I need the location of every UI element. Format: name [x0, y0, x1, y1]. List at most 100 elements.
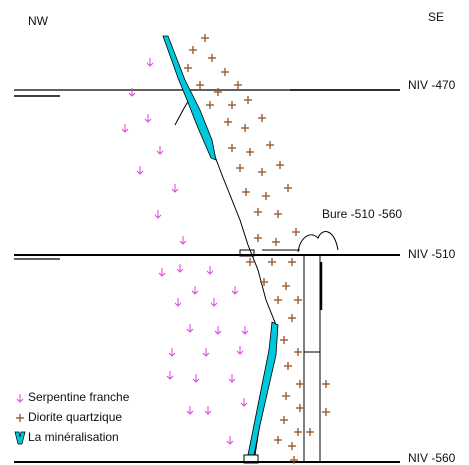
- diorite-symbol: [214, 88, 222, 96]
- diorite-symbol: [322, 380, 330, 388]
- diorite-symbol: [280, 336, 288, 344]
- diorite-symbol: [241, 124, 249, 132]
- legend-label-serpentine: Serpentine franche: [28, 390, 130, 404]
- diorite-symbol: [258, 114, 266, 122]
- serpentine-symbol: [186, 406, 194, 415]
- diorite-symbol: [322, 408, 330, 416]
- serpentine-symbol: [171, 184, 179, 193]
- legend-item-diorite: Diorite quartzique: [28, 410, 122, 424]
- diorite-symbol: [221, 68, 229, 76]
- diorite-symbol: [258, 168, 266, 176]
- level-label-470: NIV -470: [408, 78, 456, 92]
- diorite-symbol: [236, 164, 244, 172]
- diorite-symbol: [282, 392, 290, 400]
- shaft-label: Bure -510 -560: [322, 207, 403, 221]
- serpentine-symbol: [176, 264, 184, 273]
- headframe: [297, 231, 339, 253]
- diorite-symbol: [296, 404, 304, 412]
- serpentine-symbol: [210, 298, 218, 307]
- diorite-symbol: [274, 436, 282, 444]
- serpentine-symbol: [214, 326, 222, 335]
- diorite-symbol: [280, 416, 288, 424]
- shaft-collar: [243, 454, 259, 464]
- diorite-symbol: [260, 278, 268, 286]
- diorite-symbol: [228, 144, 236, 152]
- diorite-symbol: [189, 46, 197, 54]
- shaft-base-510: [239, 249, 255, 257]
- diorite-symbol: [294, 348, 302, 356]
- serpentine-symbol: [191, 286, 199, 295]
- serpentine-symbol: [236, 346, 244, 355]
- serpentine-symbol: [226, 436, 234, 445]
- diorite-symbol: [184, 64, 192, 72]
- diorite-symbol: [224, 118, 232, 126]
- serpentine-symbol: [179, 236, 187, 245]
- mineralisation-vein-lower: [247, 321, 279, 456]
- serpentine-symbol: [240, 398, 248, 407]
- orientation-se-label: SE: [428, 10, 445, 24]
- serpentine-symbol: [146, 58, 154, 67]
- serpentine-symbol: [156, 146, 164, 155]
- serpentine-symbol: [121, 124, 129, 133]
- shaft: [239, 231, 339, 464]
- legend-label-mineralisation: La minéralisation: [28, 430, 119, 444]
- diorite-icon: [16, 414, 24, 422]
- serpentine-symbols: [121, 58, 249, 445]
- diorite-symbol: [208, 54, 216, 62]
- diorite-symbol: [201, 34, 209, 42]
- legend-icons: [14, 394, 26, 445]
- diorite-symbol: [290, 456, 298, 464]
- diorite-symbol: [196, 81, 204, 89]
- mineralisation-icon: [14, 431, 26, 445]
- serpentine-symbol: [174, 298, 182, 307]
- level-label-510: NIV -510: [408, 247, 456, 261]
- contact-line: [164, 37, 277, 456]
- serpentine-symbol: [192, 374, 200, 383]
- diorite-symbol: [244, 96, 252, 104]
- serpentine-symbol: [136, 166, 144, 175]
- diorite-symbol: [242, 188, 250, 196]
- diorite-symbol: [254, 234, 262, 242]
- diorite-symbol: [296, 380, 304, 388]
- diorite-symbol: [234, 81, 242, 89]
- mineralisation-vein-upper: [162, 35, 217, 161]
- serpentine-symbol: [204, 406, 212, 415]
- serpentine-icon: [16, 394, 24, 403]
- serpentine-symbol: [228, 374, 236, 383]
- diorite-symbol: [272, 238, 280, 246]
- diorite-symbol: [274, 210, 282, 218]
- serpentine-symbol: [154, 210, 162, 219]
- diorite-symbol: [206, 101, 214, 109]
- diorite-symbol: [288, 258, 296, 266]
- diorite-symbol: [282, 282, 290, 290]
- diorite-symbol: [306, 428, 314, 436]
- diorite-symbol: [292, 228, 300, 236]
- serpentine-symbol: [144, 114, 152, 123]
- legend-label-diorite: Diorite quartzique: [28, 410, 123, 424]
- diorite-symbol: [284, 362, 292, 370]
- orientation-nw-label: NW: [28, 14, 48, 28]
- diorite-symbols: [184, 34, 330, 464]
- diorite-symbol: [288, 442, 296, 450]
- diorite-symbol: [294, 296, 302, 304]
- diorite-symbol: [268, 258, 276, 266]
- diorite-symbol: [254, 208, 262, 216]
- diorite-symbol: [246, 258, 254, 266]
- diorite-symbol: [288, 314, 296, 322]
- serpentine-symbol: [202, 348, 210, 357]
- serpentine-symbol: [186, 324, 194, 333]
- diorite-symbol: [284, 184, 292, 192]
- diorite-symbol: [262, 192, 270, 200]
- diorite-symbol: [228, 101, 236, 109]
- serpentine-symbol: [241, 326, 249, 335]
- diorite-symbol: [266, 141, 274, 149]
- diorite-symbol: [246, 148, 254, 156]
- diorite-symbol: [274, 296, 282, 304]
- legend-item-serpentine: Serpentine franche: [28, 390, 129, 404]
- serpentine-symbol: [128, 88, 136, 97]
- level-label-560: NIV -560: [408, 451, 456, 465]
- serpentine-symbol: [166, 371, 174, 380]
- serpentine-symbol: [158, 268, 166, 277]
- legend-item-mineralisation: La minéralisation: [28, 430, 119, 444]
